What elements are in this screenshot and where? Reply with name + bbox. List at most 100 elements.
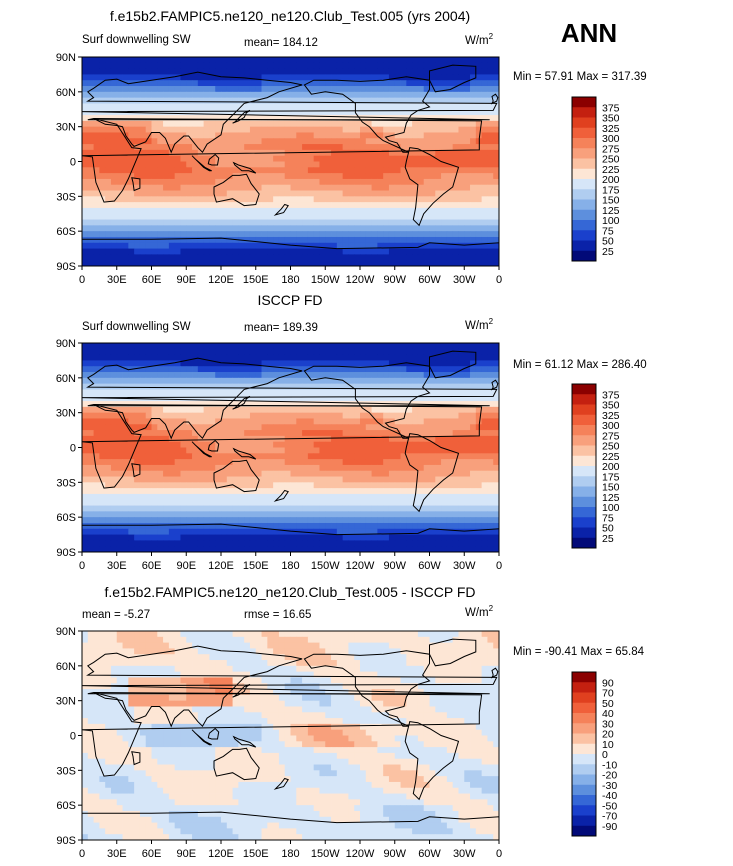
field-cell [87,173,94,180]
field-cell [400,366,407,373]
field-cell [163,155,170,162]
field-cell [192,459,199,466]
field-cell [360,488,367,495]
field-cell [319,476,326,483]
field-cell [267,161,274,168]
field-cell [168,120,176,128]
field-cell [226,103,233,110]
field-cell [383,57,390,64]
field-cell [157,173,164,180]
field-cell [458,372,465,379]
field-cell [151,155,158,162]
field-cell [87,219,94,226]
field-cell [82,406,89,414]
field-cell [249,464,257,472]
field-cell [388,499,396,506]
field-cell [336,348,344,356]
field-cell [371,155,378,162]
field-cell [377,184,384,191]
field-cell [226,190,233,197]
field-cell [197,74,205,81]
field-cell [87,103,94,110]
field-cell [464,207,471,215]
field-cell [151,476,158,483]
field-cell [168,149,176,157]
field-cell [122,74,129,81]
field-cell [221,517,228,524]
field-cell [128,441,135,448]
field-cell [365,447,372,454]
field-cell [139,464,147,472]
field-cell [93,219,100,226]
field-cell [302,505,309,512]
field-cell [406,412,413,419]
field-cell [203,499,210,506]
field-cell [400,372,407,379]
field-cell [441,511,448,518]
field-cell [192,161,199,168]
field-cell [105,459,112,466]
field-cell [423,62,430,70]
field-cell [307,248,315,255]
field-cell [475,354,483,361]
field-cell [307,453,315,460]
field-cell [458,354,465,361]
field-cell [365,453,372,460]
field-cell [458,74,465,81]
field-cell [377,430,384,437]
field-cell [255,377,262,385]
field-cell [354,97,361,104]
field-cell [342,412,349,419]
field-cell [412,178,419,186]
field-cell [168,109,176,116]
field-cell [342,86,349,93]
field-cell [319,91,326,99]
field-cell [458,435,465,443]
field-cell [261,109,268,116]
field-cell [134,149,141,157]
field-cell [360,80,367,87]
field-cell [87,488,94,495]
field-cell [458,196,465,203]
field-cell [394,493,401,501]
field-cell [493,231,500,238]
field-cell [464,120,471,128]
field-cell [226,155,233,162]
field-cell [139,126,147,133]
field-cell [313,74,320,81]
field-cell [226,236,233,244]
field-cell [226,242,233,249]
field-cell [412,354,419,361]
field-cell [87,109,94,116]
field-cell [481,248,488,255]
field-cell [383,260,390,267]
field-cell [325,499,332,506]
field-cell [313,372,320,379]
field-cell [238,115,245,122]
field-cell [313,383,320,390]
field-cell [377,470,384,477]
field-cell [406,138,413,145]
field-cell [180,103,187,110]
field-cell [417,155,425,162]
field-cell [325,424,332,431]
field-cell [273,167,280,174]
field-cell [128,115,135,122]
field-cell [174,149,181,157]
field-cell [458,97,465,104]
field-cell [487,74,494,81]
field-cell [267,464,274,472]
field-cell [435,144,442,151]
field-cell [354,476,361,483]
field-cell [122,453,129,460]
field-cell [99,91,106,99]
field-cell [319,120,326,128]
field-cell [325,225,332,232]
field-cell [122,254,129,261]
field-cell [377,138,384,145]
field-cell [139,80,147,87]
field-cell [487,441,494,448]
field-cell [342,499,349,506]
field-cell [464,424,471,431]
field-cell [145,190,152,197]
